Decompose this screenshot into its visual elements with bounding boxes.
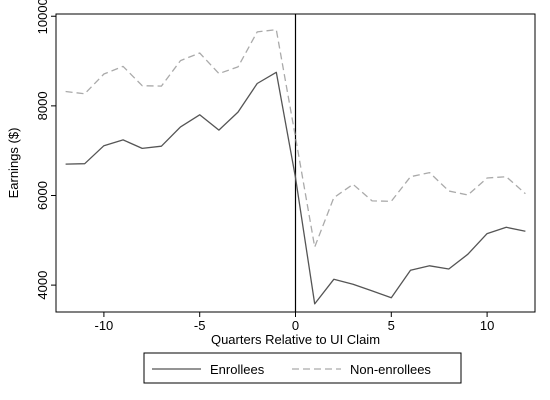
y-axis-label: Earnings ($)	[6, 128, 21, 199]
legend-label-non-enrollees: Non-enrollees	[350, 362, 431, 377]
legend: Enrollees Non-enrollees	[143, 352, 462, 384]
x-axis-ticks: -10 -5 0 5 10	[95, 312, 494, 333]
x-tick-label: 0	[292, 318, 299, 333]
y-tick-label: 4000	[35, 271, 50, 300]
series-line-non-enrollees	[65, 29, 526, 248]
y-tick-label: 10000	[35, 0, 50, 34]
y-axis-ticks: 4000 6000 8000 10000	[35, 0, 56, 300]
series-line-enrollees	[65, 71, 526, 305]
y-tick-label: 8000	[35, 91, 50, 120]
y-tick-label: 6000	[35, 181, 50, 210]
x-tick-label: -10	[95, 318, 114, 333]
x-axis-label: Quarters Relative to UI Claim	[211, 332, 380, 347]
x-tick-label: 10	[480, 318, 494, 333]
x-tick-label: -5	[194, 318, 206, 333]
legend-label-enrollees: Enrollees	[210, 362, 265, 377]
series-group	[65, 29, 526, 305]
legend-box	[143, 352, 462, 384]
x-tick-label: 5	[388, 318, 395, 333]
